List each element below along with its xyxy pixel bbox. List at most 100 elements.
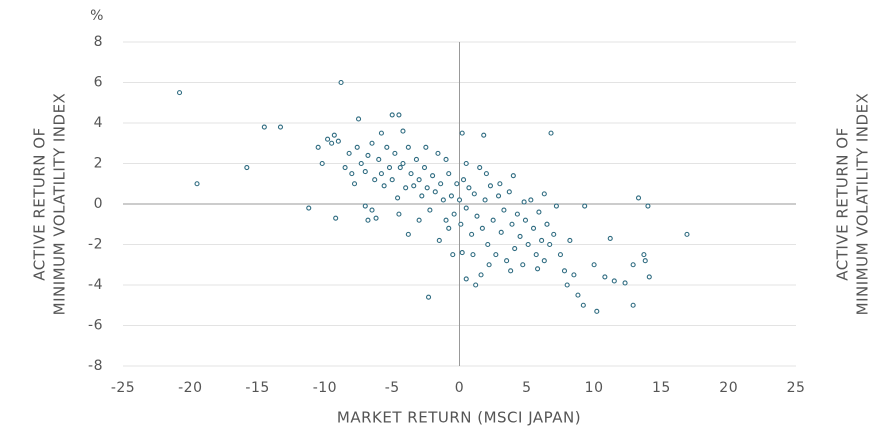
point [539,237,545,243]
y-tick-label: 0 [94,196,103,212]
point [378,171,384,177]
point [333,215,339,221]
point [338,79,344,86]
point [602,274,608,280]
point [362,203,368,209]
point [470,252,476,258]
point [501,207,507,213]
point [642,258,648,264]
point [405,231,411,237]
x-tick-label: 25 [787,380,806,396]
point [564,282,570,288]
point [436,237,442,243]
point [454,181,460,187]
point [176,90,183,96]
point [448,193,454,199]
point [645,203,651,209]
point [365,217,371,223]
point [594,308,600,314]
point [351,181,358,187]
point [342,165,348,171]
x-tick-label: -5 [385,380,400,396]
point [504,258,510,264]
point [403,185,409,191]
point [479,225,485,231]
point [277,124,284,130]
point [349,171,355,177]
point [607,235,613,241]
point [466,185,472,191]
x-tick-label: -25 [111,380,135,396]
point [384,144,390,150]
point [646,274,652,280]
point [378,130,384,136]
point [510,173,516,179]
y-axis-label: MINIMUM VOLATILITY INDEX [51,93,69,316]
point [435,150,441,156]
point [495,193,502,199]
point [525,241,531,248]
point [487,183,494,189]
point [483,171,489,177]
point [319,160,325,167]
point [508,268,514,274]
unit-label: % [90,8,104,24]
y-tick-label: -2 [88,237,103,253]
point [358,160,364,167]
point [482,197,488,203]
point [498,229,504,235]
point [580,302,586,308]
y-tick-label: -6 [88,318,103,334]
point [411,183,417,189]
x-tick-label: 10 [585,380,604,396]
point [335,138,341,144]
point [459,250,465,256]
point [551,231,557,237]
point [389,177,395,183]
point [575,292,581,298]
y-tick-label: 4 [94,115,103,131]
y-tick-label: 8 [94,34,103,50]
x-tick-label: 15 [652,380,671,396]
y-axis-label-right: MINIMUM VOLATILITY INDEX [854,93,870,316]
x-tick-label: -20 [178,380,202,396]
point [244,165,250,171]
point [386,165,393,171]
point [438,181,444,187]
point [535,266,541,272]
point [471,191,477,197]
point [490,217,496,223]
point [443,156,449,162]
point [469,231,475,237]
point [325,136,331,142]
point [571,272,577,278]
point [424,185,430,191]
point [400,160,406,167]
point [547,241,553,248]
point [463,276,469,282]
y-axis-label-right: ACTIVE RETURN OF [834,127,852,280]
point [544,221,550,227]
point [456,197,463,203]
point [522,217,529,223]
point [684,231,690,237]
point [478,272,484,278]
point [373,215,379,221]
point [432,189,438,195]
point [400,128,406,134]
point [446,171,452,177]
point [405,144,411,150]
point [541,191,547,197]
point [528,197,534,203]
point [423,144,429,150]
point [567,237,573,243]
y-axis-label: ACTIVE RETURN OF [31,127,49,280]
point [553,203,559,209]
point [446,225,452,231]
point [536,209,542,215]
y-tick-label: -4 [88,277,103,293]
point [477,165,483,171]
point [506,189,512,195]
point [520,262,526,268]
point [369,207,375,213]
